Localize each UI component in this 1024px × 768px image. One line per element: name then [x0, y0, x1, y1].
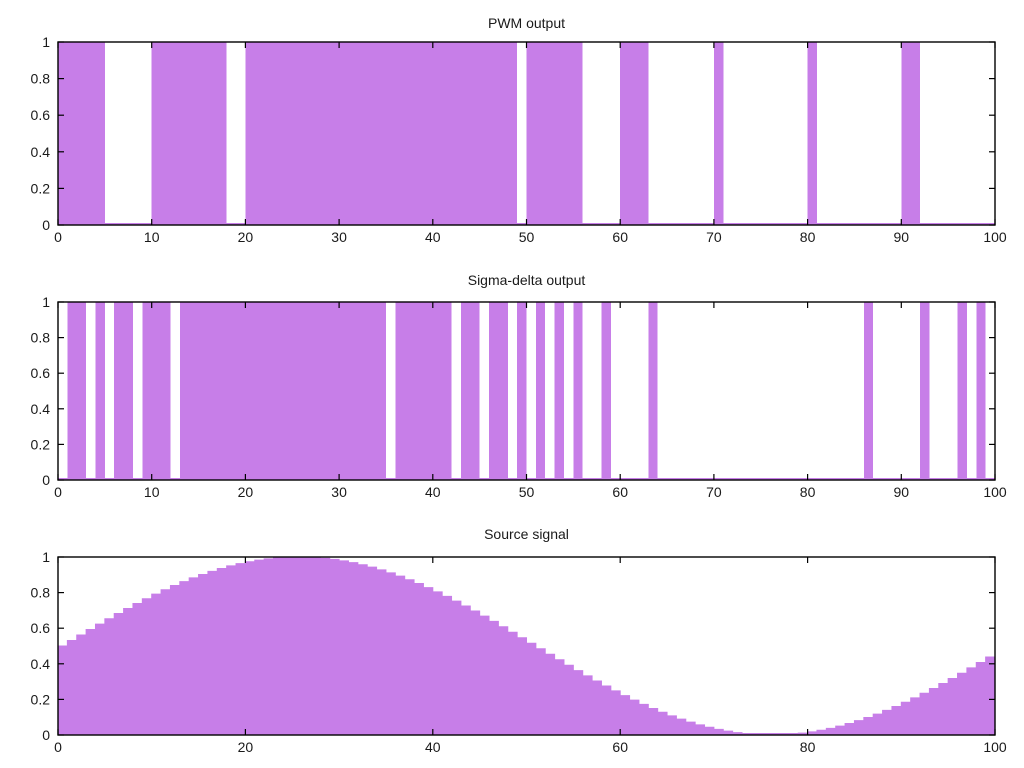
- chart-title-pwm: PWM output: [487, 15, 566, 31]
- y-tick-label: 0.4: [31, 144, 51, 160]
- y-tick-label: 0: [42, 727, 50, 743]
- x-tick-label: 80: [800, 739, 816, 755]
- x-tick-label: 0: [54, 484, 62, 500]
- x-tick-label: 40: [425, 229, 441, 245]
- pulse-bar: [142, 302, 171, 480]
- x-tick-label: 80: [800, 484, 816, 500]
- x-tick-label: 0: [54, 229, 62, 245]
- pulse-bar: [395, 302, 452, 480]
- pulse-bar: [601, 302, 611, 480]
- y-tick-label: 1: [42, 294, 50, 310]
- y-tick-label: 1: [42, 549, 50, 565]
- pulse-bar: [535, 302, 546, 480]
- y-tick-label: 0.2: [31, 691, 51, 707]
- y-tick-label: 0.8: [31, 71, 51, 87]
- y-tick-label: 0.4: [31, 656, 51, 672]
- x-tick-label: 70: [706, 484, 722, 500]
- pulse-bar: [976, 302, 986, 480]
- y-tick-label: 0.8: [31, 585, 51, 601]
- x-tick-label: 40: [425, 739, 441, 755]
- y-tick-label: 0: [42, 472, 50, 488]
- y-tick-label: 1: [42, 34, 50, 50]
- x-tick-label: 50: [519, 229, 535, 245]
- pulse-bar: [901, 42, 921, 225]
- pulse-bar: [573, 302, 583, 480]
- x-tick-label: 20: [238, 484, 254, 500]
- x-tick-label: 60: [612, 229, 628, 245]
- pulse-bar: [517, 302, 527, 480]
- y-tick-label: 0.6: [31, 620, 51, 636]
- x-tick-label: 20: [238, 739, 254, 755]
- pulse-bar: [920, 302, 930, 480]
- y-tick-label: 0.2: [31, 180, 51, 196]
- chart-source: 0 20 40 60 80 100 0 0.2 0.4 0.6 0.8 1: [31, 549, 1007, 755]
- pulse-bar: [489, 302, 508, 480]
- pulse-bar: [114, 302, 133, 480]
- x-tick-label: 100: [983, 739, 1007, 755]
- pulse-bar: [460, 302, 480, 480]
- pulse-bar: [245, 42, 518, 225]
- pulse-bar: [957, 302, 967, 480]
- x-tick-label: 40: [425, 484, 441, 500]
- x-tick-label: 30: [331, 484, 347, 500]
- y-tick-label: 0.4: [31, 401, 51, 417]
- pulse-bar: [713, 42, 724, 225]
- x-tick-label: 50: [519, 484, 535, 500]
- y-tick-label: 0.2: [31, 436, 51, 452]
- pulse-bar: [863, 302, 874, 480]
- y-tick-label: 0.6: [31, 365, 51, 381]
- y-tick-label: 0.6: [31, 107, 51, 123]
- chart-title-source: Source signal: [484, 526, 569, 542]
- pulse-bar: [58, 42, 105, 225]
- plot-frame: [57, 556, 996, 736]
- chart-title-sigma-delta: Sigma-delta output: [467, 272, 586, 288]
- pulse-bar: [807, 42, 817, 225]
- x-tick-label: 0: [54, 739, 62, 755]
- x-tick-label: 10: [144, 484, 160, 500]
- pulse-bar: [554, 302, 564, 480]
- pulse-bar: [67, 302, 87, 480]
- pulse-bar: [179, 302, 386, 480]
- x-tick-label: 100: [983, 229, 1007, 245]
- source-staircase-area: [57, 556, 996, 736]
- x-tick-label: 70: [706, 229, 722, 245]
- x-tick-label: 90: [894, 229, 910, 245]
- y-tick-label: 0.8: [31, 330, 51, 346]
- x-tick-label: 60: [612, 739, 628, 755]
- pulse-bar: [526, 42, 583, 225]
- x-tick-label: 20: [238, 229, 254, 245]
- pulse-bar: [95, 302, 105, 480]
- x-tick-label: 10: [144, 229, 160, 245]
- chart-pwm: 0 10 20 30 40 50 60 70 80 90 100 0 0.2 0.4 0.6 0.8 1: [31, 34, 1007, 245]
- y-tick-label: 0: [42, 217, 50, 233]
- chart-sigma-delta: 0 10 20 30 40 50 60 70 80 90 100 0 0.2 0.4 0.6 0.8 1: [31, 294, 1007, 500]
- x-tick-label: 30: [331, 229, 347, 245]
- x-tick-label: 60: [612, 484, 628, 500]
- x-tick-label: 90: [894, 484, 910, 500]
- pulse-bar: [648, 302, 658, 480]
- pulse-bar: [620, 42, 649, 225]
- pulse-bar: [151, 42, 227, 225]
- x-tick-label: 80: [800, 229, 816, 245]
- x-tick-label: 100: [983, 484, 1007, 500]
